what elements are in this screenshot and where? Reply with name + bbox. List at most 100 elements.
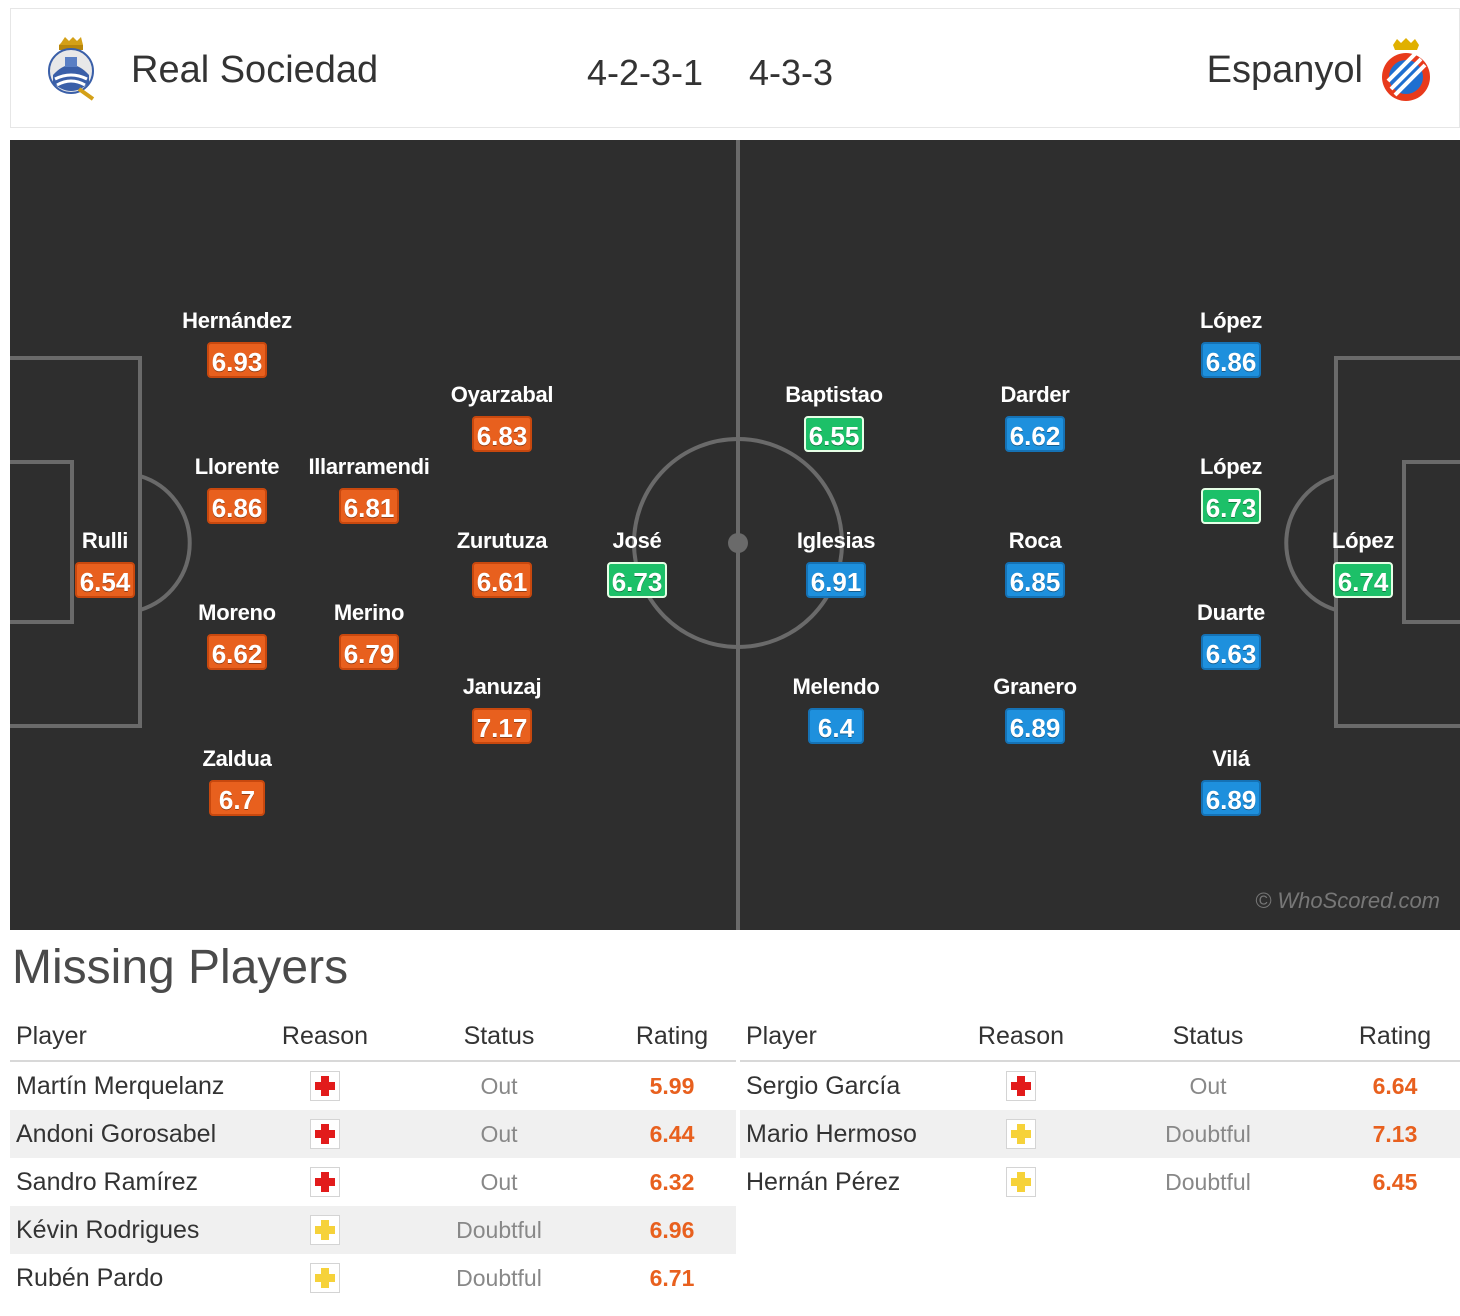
player-away-lb[interactable]: Vilá 6.89 xyxy=(1151,748,1311,816)
pitch: Rulli 6.54 Hernández 6.93 Llorente 6.86 … xyxy=(10,140,1460,930)
missing-players-title: Missing Players xyxy=(12,941,349,994)
rating-text: 5.99 xyxy=(649,1072,695,1099)
player-rating: 7.17 xyxy=(471,708,533,744)
player-name: Duarte xyxy=(1197,600,1265,625)
player-rating: 6.7 xyxy=(209,780,265,816)
watermark: © WhoScored.com xyxy=(1255,888,1440,913)
table-row: Kévin Rodrigues Doubtful 6.96 xyxy=(10,1206,736,1254)
player-home-am1[interactable]: Oyarzabal 6.83 xyxy=(422,384,582,452)
player-rating: 6.83 xyxy=(471,416,533,452)
column-header-status[interactable]: Status xyxy=(390,1012,608,1062)
column-header-reason[interactable]: Reason xyxy=(260,1012,390,1062)
status-text: Doubtful xyxy=(1165,1168,1251,1195)
player-home-cb1[interactable]: Llorente 6.86 xyxy=(157,456,317,524)
player-rating: 6.93 xyxy=(206,342,268,378)
player-away-fw3[interactable]: Melendo 6.4 xyxy=(756,676,916,744)
doubtful-icon xyxy=(310,1263,340,1294)
player-away-fw2[interactable]: Iglesias 6.91 xyxy=(756,530,916,598)
player-home-cb2[interactable]: Moreno 6.62 xyxy=(157,602,317,670)
rating-text: 6.71 xyxy=(649,1264,695,1291)
away-team-name[interactable]: Espanyol xyxy=(1206,49,1363,91)
player-rating: 6.89 xyxy=(1004,708,1066,744)
player-name: Januzaj xyxy=(462,674,542,699)
player-rating: 6.73 xyxy=(1200,488,1262,524)
rating-text: 6.44 xyxy=(649,1120,695,1147)
rating-text: 6.64 xyxy=(1372,1072,1418,1099)
player-rating: 6.85 xyxy=(1004,562,1066,598)
player-name: Hernández xyxy=(182,308,292,333)
player-name: López xyxy=(1199,308,1263,333)
player-rating: 6.91 xyxy=(805,562,867,598)
player-home-gk[interactable]: Rulli 6.54 xyxy=(25,530,185,598)
player-rating: 6.74 xyxy=(1332,562,1394,598)
player-name[interactable]: Rubén Pardo xyxy=(16,1263,164,1292)
status-text: Doubtful xyxy=(1165,1120,1251,1147)
player-away-rb[interactable]: López 6.86 xyxy=(1151,310,1311,378)
player-rating: 6.4 xyxy=(808,708,864,744)
column-header-rating[interactable]: Rating xyxy=(608,1012,736,1062)
player-away-cm2[interactable]: Roca 6.85 xyxy=(955,530,1115,598)
player-name[interactable]: Andoni Gorosabel xyxy=(10,1110,260,1158)
player-home-lb[interactable]: Zaldua 6.7 xyxy=(157,748,317,816)
injury-icon xyxy=(310,1167,340,1198)
player-away-cm1[interactable]: Darder 6.62 xyxy=(955,384,1115,452)
player-home-am2[interactable]: Zurutuza 6.61 xyxy=(422,530,582,598)
column-header-status[interactable]: Status xyxy=(1086,1012,1330,1062)
player-name: Moreno xyxy=(198,600,276,625)
player-away-gk[interactable]: López 6.74 xyxy=(1283,530,1443,598)
home-team-name[interactable]: Real Sociedad xyxy=(131,49,379,91)
pitch-markings xyxy=(10,140,1460,930)
rating-text: 6.32 xyxy=(649,1168,695,1195)
player-home-dm2[interactable]: Merino 6.79 xyxy=(289,602,449,670)
player-name[interactable]: Kévin Rodrigues xyxy=(10,1206,260,1254)
player-rating: 6.62 xyxy=(206,634,268,670)
table-row: Rubén Pardo Doubtful 6.71 xyxy=(10,1254,736,1302)
player-home-am3[interactable]: Januzaj 7.17 xyxy=(422,676,582,744)
column-header-player[interactable]: Player xyxy=(10,1012,260,1062)
player-name: López xyxy=(1331,528,1395,553)
rating-text: 6.45 xyxy=(1372,1168,1418,1195)
player-rating: 6.55 xyxy=(803,416,865,452)
table-row: Andoni Gorosabel Out 6.44 xyxy=(10,1110,736,1158)
status-text: Out xyxy=(1189,1072,1227,1099)
player-rating: 6.73 xyxy=(606,562,668,598)
column-header-reason[interactable]: Reason xyxy=(956,1012,1086,1062)
table-header-row: Player Reason Status Rating xyxy=(740,1012,1460,1062)
player-name: Rulli xyxy=(81,528,129,553)
player-rating: 6.89 xyxy=(1200,780,1262,816)
player-name[interactable]: Sergio García xyxy=(746,1071,901,1100)
player-home-st[interactable]: José 6.73 xyxy=(557,530,717,598)
home-formation: 4-2-3-1 xyxy=(587,52,704,93)
player-name: Illarramendi xyxy=(308,454,430,479)
player-home-rb[interactable]: Hernández 6.93 xyxy=(157,310,317,378)
player-away-cb2[interactable]: Duarte 6.63 xyxy=(1151,602,1311,670)
player-name: José xyxy=(612,528,662,553)
player-home-dm1[interactable]: Illarramendi 6.81 xyxy=(289,456,449,524)
injury-icon xyxy=(310,1071,340,1102)
player-away-cb1[interactable]: López 6.73 xyxy=(1151,456,1311,524)
match-header: Real Sociedad 4-2-3-1 4-3-3 Espanyol xyxy=(10,8,1460,128)
table-row: Sergio García Out 6.64 xyxy=(740,1061,1460,1110)
player-name: Llorente xyxy=(194,454,280,479)
status-text: Doubtful xyxy=(456,1216,542,1243)
player-name: Oyarzabal xyxy=(450,382,554,407)
table-row: Hernán Pérez Doubtful 6.45 xyxy=(740,1158,1460,1206)
rating-text: 7.13 xyxy=(1372,1120,1418,1147)
player-rating: 6.54 xyxy=(74,562,136,598)
player-rating: 6.79 xyxy=(338,634,400,670)
espanyol-crest-icon xyxy=(1382,38,1430,101)
player-name[interactable]: Mario Hermoso xyxy=(740,1110,956,1158)
rating-text: 6.96 xyxy=(649,1216,695,1243)
table-header-row: Player Reason Status Rating xyxy=(10,1012,736,1062)
column-header-rating[interactable]: Rating xyxy=(1330,1012,1460,1062)
player-name[interactable]: Hernán Pérez xyxy=(746,1167,901,1196)
player-away-cm3[interactable]: Granero 6.89 xyxy=(955,676,1115,744)
player-name[interactable]: Martín Merquelanz xyxy=(16,1071,225,1100)
player-name: Melendo xyxy=(792,674,880,699)
player-rating: 6.86 xyxy=(1200,342,1262,378)
player-name[interactable]: Sandro Ramírez xyxy=(16,1167,199,1196)
column-header-player[interactable]: Player xyxy=(740,1012,956,1062)
home-missing-table: Player Reason Status Rating Martín Merqu… xyxy=(10,1012,736,1302)
player-away-fw1[interactable]: Baptistao 6.55 xyxy=(754,384,914,452)
doubtful-icon xyxy=(1006,1119,1036,1150)
